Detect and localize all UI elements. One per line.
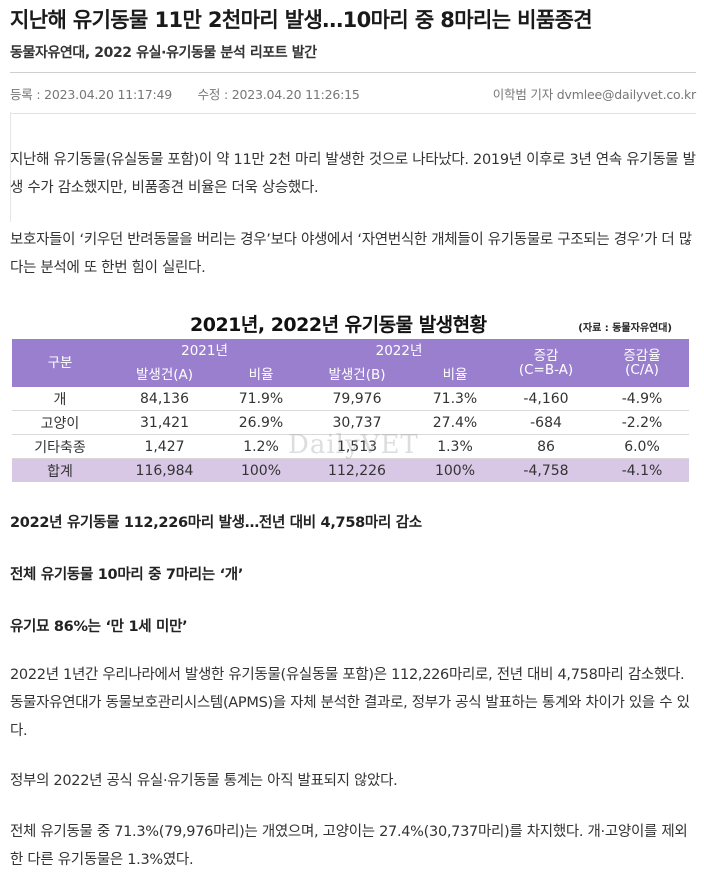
highlight-3: 유기묘 86%는 ‘만 1세 미만’	[10, 619, 188, 635]
cell-ratio-2021: 100%	[221, 458, 301, 482]
paragraph-4: 정부의 2022년 공식 유실·유기동물 통계는 아직 발표되지 않았다.	[10, 773, 398, 789]
cell-count-2021: 1,427	[108, 434, 221, 459]
highlight-2: 전체 유기동물 10마리 중 7마리는 ‘개’	[10, 567, 244, 583]
header-rate-formula: (C/A)	[625, 362, 659, 378]
subheader-ratio-2022: 비율	[413, 363, 497, 387]
article-subhead: 동물자유연대, 2022 유실·유기동물 분석 리포트 발간	[10, 45, 317, 61]
header-rate: 증감율 (C/A)	[595, 339, 689, 387]
author-byline[interactable]: 이학범 기자 dvmlee@dailyvet.co.kr	[492, 86, 696, 102]
paragraph-3: 2022년 1년간 우리나라에서 발생한 유기동물(유실동물 포함)은 112,…	[10, 667, 690, 739]
cell-count-2021: 84,136	[108, 387, 221, 411]
cell-count-2021: 31,421	[108, 410, 221, 435]
cell-count-2021: 116,984	[108, 458, 221, 482]
cell-ratio-2022: 100%	[413, 458, 497, 482]
subheader-count-2022: 발생건(B)	[301, 363, 413, 387]
cell-ratio-2021: 26.9%	[221, 410, 301, 435]
cell-rate: -2.2%	[595, 410, 689, 435]
table-subheader-row: 발생건(A) 비율 발생건(B) 비율	[12, 363, 689, 387]
subheader-count-2021: 발생건(A)	[108, 363, 221, 387]
table-row: 고양이 31,421 26.9% 30,737 27.4% -684 -2.2%	[12, 410, 689, 435]
figure-source: (자료 : 동물자유연대)	[578, 323, 672, 334]
table-header-row: 구분 2021년 2022년 증감 (C=B-A) 증감율 (C/A)	[12, 339, 689, 387]
paragraph-2: 보호자들이 ‘키우던 반려동물을 버리는 경우’보다 야생에서 ‘자연번식한 개…	[10, 232, 692, 276]
paragraph-1: 지난해 유기동물(유실동물 포함)이 약 11만 2천 마리 발생한 것으로 나…	[10, 152, 696, 196]
cell-change: -4,160	[497, 387, 595, 411]
cell-change: -684	[497, 410, 595, 435]
cell-ratio-2022: 71.3%	[413, 387, 497, 411]
registered-date: 등록 : 2023.04.20 11:17:49	[10, 86, 173, 102]
subheader-ratio-2021: 비율	[221, 363, 301, 387]
cell-ratio-2022: 1.3%	[413, 434, 497, 459]
header-rate-label: 증감율	[623, 347, 661, 364]
content-divider	[10, 112, 11, 222]
figure-title: 2021년, 2022년 유기동물 발생현황	[190, 314, 487, 336]
cell-category: 합계	[12, 458, 108, 482]
cell-ratio-2021: 1.2%	[221, 434, 301, 459]
header-change-label: 증감	[533, 347, 559, 364]
cell-rate: -4.1%	[595, 458, 689, 482]
modified-date: 수정 : 2023.04.20 11:26:15	[197, 86, 360, 102]
cell-ratio-2021: 71.9%	[221, 387, 301, 411]
cell-rate: -4.9%	[595, 387, 689, 411]
article-headline: 지난해 유기동물 11만 2천마리 발생…10마리 중 8마리는 비품종견	[10, 8, 593, 32]
cell-category: 기타축종	[12, 434, 108, 459]
cell-category: 고양이	[12, 410, 108, 435]
header-2021: 2021년	[108, 339, 301, 363]
stats-figure: 2021년, 2022년 유기동물 발생현황 (자료 : 동물자유연대) 구분 …	[10, 304, 696, 484]
article-dates: 등록 : 2023.04.20 11:17:49 수정 : 2023.04.20…	[10, 84, 364, 103]
stats-table: 구분 2021년 2022년 증감 (C=B-A) 증감율 (C/A) 발생건(…	[12, 339, 689, 482]
cell-ratio-2022: 27.4%	[413, 410, 497, 435]
cell-category: 개	[12, 387, 108, 411]
table-row: 개 84,136 71.9% 79,976 71.3% -4,160 -4.9%	[12, 387, 689, 411]
cell-change: 86	[497, 434, 595, 459]
paragraph-5: 전체 유기동물 중 71.3%(79,976마리)는 개였으며, 고양이는 27…	[10, 824, 688, 868]
article-meta: 등록 : 2023.04.20 11:17:49 수정 : 2023.04.20…	[10, 72, 696, 114]
cell-count-2022: 79,976	[301, 387, 413, 411]
cell-count-2022: 112,226	[301, 458, 413, 482]
table-row: 기타축종 1,427 1.2% 1,513 1.3% 86 6.0%	[12, 434, 689, 459]
table-total-row: 합계 116,984 100% 112,226 100% -4,758 -4.1…	[12, 458, 689, 482]
cell-count-2022: 1,513	[301, 434, 413, 459]
highlight-1: 2022년 유기동물 112,226마리 발생…전년 대비 4,758마리 감소	[10, 515, 422, 531]
cell-rate: 6.0%	[595, 434, 689, 459]
header-change: 증감 (C=B-A)	[497, 339, 595, 387]
header-2022: 2022년	[301, 339, 497, 363]
cell-count-2022: 30,737	[301, 410, 413, 435]
header-category: 구분	[12, 339, 108, 387]
cell-change: -4,758	[497, 458, 595, 482]
header-change-formula: (C=B-A)	[518, 362, 574, 378]
